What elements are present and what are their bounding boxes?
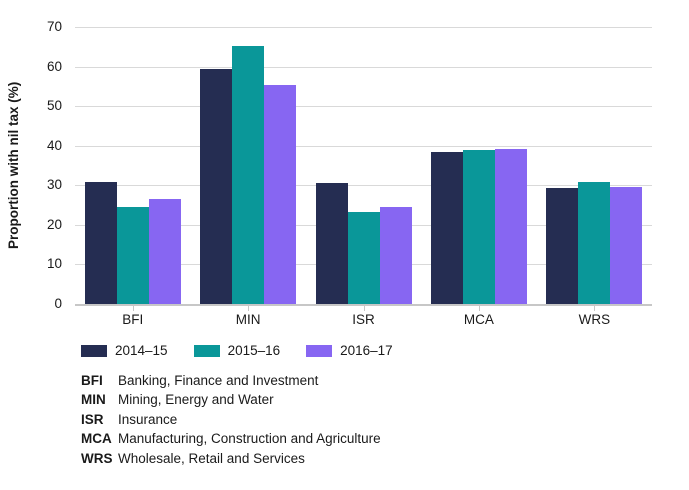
legend-swatch-icon xyxy=(306,344,333,357)
bar-group-BFI xyxy=(75,27,190,304)
footnote-desc: Manufacturing, Construction and Agricult… xyxy=(118,431,381,447)
y-tick-label-40: 40 xyxy=(46,138,62,153)
legend-label: 2014–15 xyxy=(115,343,168,358)
y-tick-label-20: 20 xyxy=(46,217,62,232)
x-tick-MCA xyxy=(479,306,480,311)
bar-WRS-2014-15 xyxy=(546,188,579,304)
gridline-40 xyxy=(75,146,652,147)
y-tick-label-30: 30 xyxy=(46,177,62,192)
x-tick-label-MIN: MIN xyxy=(235,312,261,327)
footnote-row-ISR: ISR Insurance xyxy=(81,410,381,429)
bar-ISR-2015-16 xyxy=(347,211,380,304)
footnote-abbr: WRS xyxy=(81,450,113,466)
bar-BFI-2015-16 xyxy=(116,207,149,304)
y-tick-label-70: 70 xyxy=(46,19,62,34)
bar-group-ISR xyxy=(306,27,421,304)
footnote-row-MCA: MCA Manufacturing, Construction and Agric… xyxy=(81,429,381,448)
x-axis-line xyxy=(75,304,652,306)
legend-item-2016-17: 2016–17 xyxy=(306,343,393,358)
footnote-abbr: BFI xyxy=(81,373,103,388)
footnote-abbr: MIN xyxy=(81,392,106,408)
x-tick-label-WRS: WRS xyxy=(578,312,611,327)
legend-item-2015-16: 2015–16 xyxy=(193,343,281,358)
y-tick-label-10: 10 xyxy=(46,256,62,271)
x-axis-tick-labels: BFI MIN ISR MCA WRS xyxy=(75,312,652,327)
bar-group-MIN xyxy=(190,27,305,304)
gridline-30 xyxy=(75,185,652,186)
footnote-row-WRS: WRS Wholesale, Retail and Services xyxy=(81,449,381,468)
bar-MCA-2016-17 xyxy=(494,149,527,304)
y-tick-label-60: 60 xyxy=(46,59,62,74)
x-tick-label-BFI: BFI xyxy=(122,312,144,327)
x-tick-MIN xyxy=(248,306,249,311)
legend-item-2014-15: 2014–15 xyxy=(81,343,168,358)
x-tick-label-MCA: MCA xyxy=(463,312,494,327)
legend: 2014–15 2015–16 2016–17 xyxy=(81,343,393,358)
x-tick-ISR xyxy=(364,306,365,311)
x-tick-label-ISR: ISR xyxy=(352,312,375,327)
footnote-abbr: MCA xyxy=(81,431,112,447)
bar-BFI-2016-17 xyxy=(148,199,181,304)
abbreviation-key: BFI Banking, Finance and Investment MIN Min… xyxy=(81,371,381,468)
footnote-abbr: ISR xyxy=(81,411,104,427)
gridline-60 xyxy=(75,67,652,68)
bar-MIN-2015-16 xyxy=(232,46,265,304)
footnote-row-BFI: BFI Banking, Finance and Investment xyxy=(81,371,381,390)
y-tick-label-0: 0 xyxy=(54,296,62,311)
legend-label: 2016–17 xyxy=(340,343,393,358)
footnote-desc: Wholesale, Retail and Services xyxy=(118,450,305,466)
bar-MCA-2014-15 xyxy=(430,152,463,304)
legend-swatch-icon xyxy=(81,344,107,357)
gridline-50 xyxy=(75,106,652,107)
bar-group-MCA xyxy=(421,27,536,304)
bar-WRS-2015-16 xyxy=(578,181,611,304)
gridline-70 xyxy=(75,27,652,28)
footnote-desc: Mining, Energy and Water xyxy=(118,392,274,408)
x-tick-BFI xyxy=(133,306,134,311)
x-tick-WRS xyxy=(594,306,595,311)
bar-MIN-2016-17 xyxy=(264,84,297,304)
bar-MIN-2014-15 xyxy=(200,68,233,304)
bar-MCA-2015-16 xyxy=(462,150,495,304)
footnote-row-MIN: MIN Mining, Energy and Water xyxy=(81,390,381,409)
footnote-desc: Insurance xyxy=(118,411,178,427)
footnote-desc: Banking, Finance and Investment xyxy=(118,373,319,388)
y-tick-label-50: 50 xyxy=(46,98,62,113)
legend-swatch-icon xyxy=(193,344,220,357)
bar-BFI-2014-15 xyxy=(84,181,117,304)
bar-WRS-2016-17 xyxy=(610,187,643,304)
legend-label: 2015–16 xyxy=(227,343,281,358)
plot-area xyxy=(75,27,652,306)
bar-ISR-2016-17 xyxy=(379,207,412,304)
y-axis-tick-labels: 0 10 20 30 40 50 60 70 xyxy=(28,19,62,311)
y-axis-title: Proportion with nil tax (%) xyxy=(6,81,21,250)
bar-ISR-2014-15 xyxy=(315,183,348,304)
bar-group-WRS xyxy=(537,27,652,304)
bar-groups xyxy=(75,27,652,304)
